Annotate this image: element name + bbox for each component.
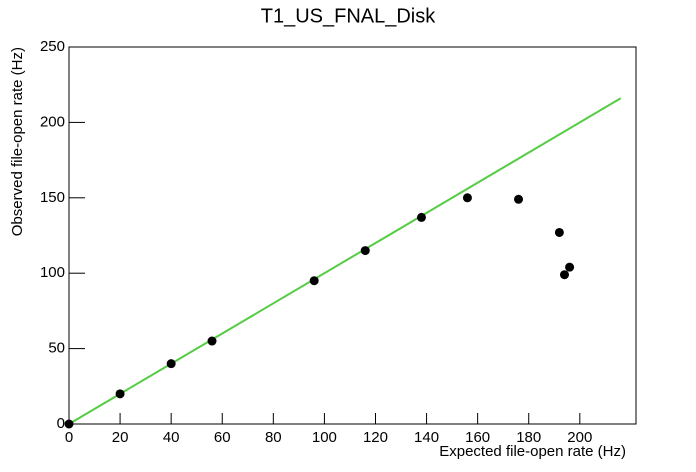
data-point <box>416 212 426 222</box>
y-tick-label: 100 <box>40 264 65 281</box>
x-tick-label: 140 <box>414 429 439 446</box>
data-point <box>514 194 524 204</box>
x-tick-label: 180 <box>516 429 541 446</box>
x-tick-label: 100 <box>312 429 337 446</box>
data-point <box>565 262 575 272</box>
data-point <box>309 276 319 286</box>
y-tick-label: 250 <box>40 38 65 55</box>
data-point <box>115 389 125 399</box>
x-tick-label: 160 <box>465 429 490 446</box>
data-point <box>166 359 176 369</box>
y-tick-label: 200 <box>40 113 65 130</box>
chart-title: T1_US_FNAL_Disk <box>261 5 437 27</box>
reference-line <box>68 97 622 425</box>
x-axis-label: Expected file-open rate (Hz) <box>439 443 626 460</box>
y-tick-label: 0 <box>57 415 65 432</box>
data-point <box>207 336 217 346</box>
y-tick-label: 150 <box>40 189 65 206</box>
data-point <box>554 227 564 237</box>
data-point <box>360 246 370 256</box>
data-point <box>64 419 74 429</box>
data-point <box>462 193 472 203</box>
x-tick-label: 60 <box>214 429 231 446</box>
x-tick-label: 20 <box>112 429 129 446</box>
x-tick-label: 0 <box>65 429 73 446</box>
plot-frame <box>68 46 637 425</box>
x-tick-label: 120 <box>363 429 388 446</box>
x-tick-label: 80 <box>265 429 282 446</box>
data-point <box>559 270 569 280</box>
y-axis-label: Observed file-open rate (Hz) <box>9 47 26 236</box>
y-tick-label: 50 <box>48 340 65 357</box>
x-tick-label: 200 <box>567 429 592 446</box>
x-tick-label: 40 <box>163 429 180 446</box>
